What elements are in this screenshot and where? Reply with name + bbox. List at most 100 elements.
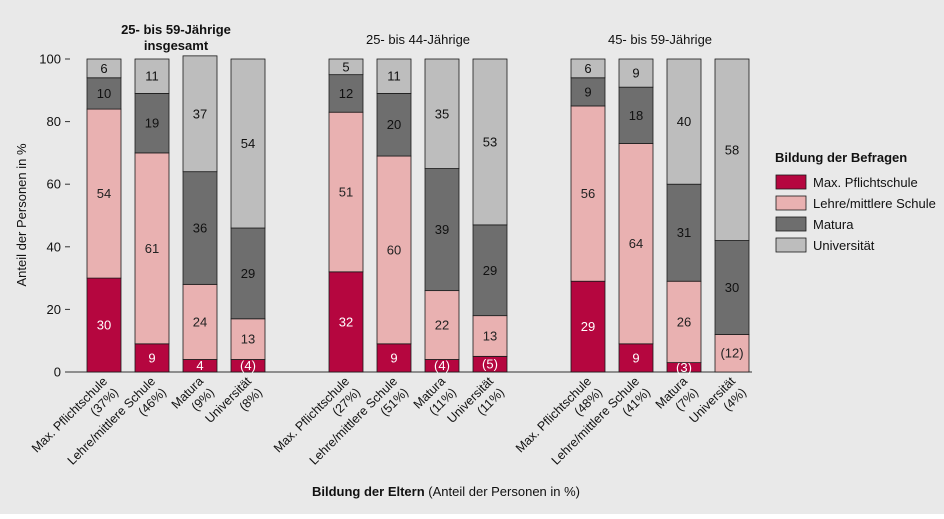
bar-segment — [86, 77, 122, 110]
data-label: 58 — [725, 142, 739, 157]
data-label: 54 — [97, 186, 111, 201]
x-axis-title-rest: (Anteil der Personen in %) — [425, 484, 580, 499]
y-tick-label: 20 — [47, 302, 61, 317]
legend-entry: Lehre/mittlere Schule — [813, 196, 936, 211]
data-label: 64 — [629, 236, 643, 251]
data-label: 4 — [196, 358, 203, 373]
bar-segment — [86, 58, 122, 79]
data-label: 9 — [584, 84, 591, 99]
data-label: 35 — [435, 106, 449, 121]
bar-segment — [376, 58, 412, 94]
bar-segment — [134, 152, 170, 345]
data-label: 12 — [339, 86, 353, 101]
legend-title: Bildung der Befragen — [775, 150, 907, 165]
data-label: 29 — [241, 266, 255, 281]
data-label: 56 — [581, 186, 595, 201]
data-label: 22 — [435, 318, 449, 333]
bar-segment — [424, 168, 460, 292]
y-tick-label: 60 — [47, 177, 61, 192]
y-tick-label: 40 — [47, 239, 61, 254]
bar-segment — [666, 183, 702, 282]
data-label: 31 — [677, 225, 691, 240]
bar-segment — [376, 343, 412, 373]
bar-segment — [424, 58, 460, 169]
group-title: 45- bis 59-Jährige — [608, 32, 712, 47]
x-axis-title: Bildung der Eltern (Anteil der Personen … — [312, 484, 580, 499]
bar-segment — [328, 271, 364, 373]
data-label: 30 — [725, 280, 739, 295]
data-label: 60 — [387, 242, 401, 257]
bar-segment — [472, 315, 508, 357]
data-label: 13 — [241, 332, 255, 347]
legend-entry: Universität — [813, 238, 875, 253]
data-label: 11 — [145, 69, 159, 84]
data-label: 40 — [677, 114, 691, 129]
data-label: 13 — [483, 329, 497, 344]
y-axis-title: Anteil der Personen in % — [14, 143, 29, 287]
data-label: 24 — [193, 314, 207, 329]
data-label: 29 — [483, 263, 497, 278]
data-label: 9 — [148, 350, 155, 365]
data-label: (4) — [240, 358, 256, 373]
data-label: 30 — [97, 318, 111, 333]
data-label: 26 — [677, 314, 691, 329]
legend-swatch — [775, 237, 807, 253]
y-tick-label: 80 — [47, 114, 61, 129]
data-label: (5) — [482, 357, 498, 372]
data-label: 54 — [241, 136, 255, 151]
data-label: 53 — [483, 134, 497, 149]
bar-segment — [570, 105, 606, 282]
bar-segment — [328, 111, 364, 273]
legend-entry: Matura — [813, 217, 854, 232]
group-title: insgesamt — [144, 38, 209, 53]
data-label: 37 — [193, 106, 207, 121]
data-label: 6 — [100, 61, 107, 76]
bar-segment — [472, 224, 508, 317]
bar-segment — [714, 334, 750, 373]
legend-swatch — [775, 174, 807, 190]
data-label: 36 — [193, 221, 207, 236]
data-label: 19 — [145, 116, 159, 131]
data-label: 61 — [145, 241, 159, 256]
bar-segment — [86, 277, 122, 373]
data-label: 51 — [339, 185, 353, 200]
data-label: 11 — [387, 69, 401, 84]
data-label: 5 — [342, 59, 349, 74]
bar-segment — [666, 280, 702, 364]
bar-segment — [328, 58, 364, 76]
data-label: 18 — [629, 108, 643, 123]
y-tick-label: 0 — [54, 365, 61, 380]
bar-segment — [666, 58, 702, 185]
data-label: 9 — [632, 350, 639, 365]
bar-segment — [230, 318, 266, 360]
x-axis-title-bold: Bildung der Eltern — [312, 484, 425, 499]
data-label: 9 — [632, 66, 639, 81]
bar-segment — [134, 343, 170, 373]
bar-segment — [570, 58, 606, 79]
data-label: (4) — [434, 358, 450, 373]
bar-segment — [86, 108, 122, 279]
data-label: 39 — [435, 222, 449, 237]
bar-segment — [618, 343, 654, 373]
bar-segment — [182, 283, 218, 360]
bar-segment — [618, 86, 654, 144]
legend-swatch — [775, 216, 807, 232]
group-title: 25- bis 44-Jährige — [366, 32, 470, 47]
data-label: (3) — [676, 360, 692, 375]
y-tick-label: 100 — [39, 52, 61, 67]
bar-segment — [714, 58, 750, 241]
data-label: 32 — [339, 314, 353, 329]
bar-segment — [472, 58, 508, 226]
bar-segment — [230, 58, 266, 229]
legend-entry: Max. Pflichtschule — [813, 175, 918, 190]
bar-segment — [230, 227, 266, 320]
bar-segment — [570, 280, 606, 373]
bar-segment — [134, 93, 170, 154]
bars: 305410696119114243637(4)1329543251125960… — [86, 55, 750, 375]
bar-segment — [182, 55, 218, 173]
data-label: 9 — [390, 350, 397, 365]
bar-segment — [618, 58, 654, 88]
group-title: 25- bis 59-Jährige — [121, 22, 231, 37]
